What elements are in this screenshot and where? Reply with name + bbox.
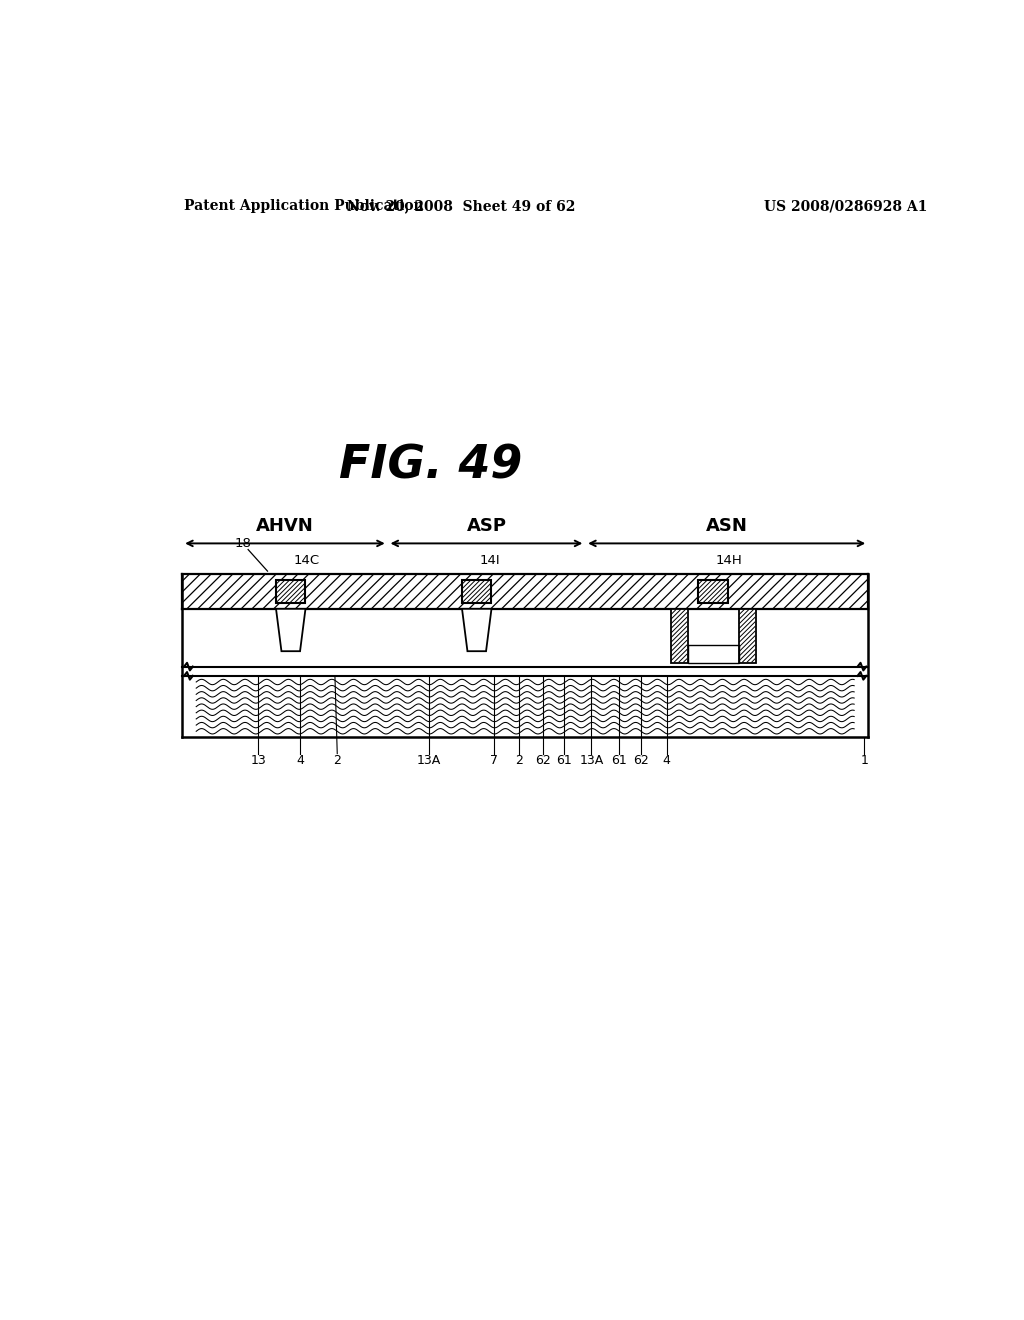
- Polygon shape: [462, 609, 492, 651]
- Text: Nov. 20, 2008  Sheet 49 of 62: Nov. 20, 2008 Sheet 49 of 62: [347, 199, 575, 213]
- Text: 18: 18: [234, 536, 251, 549]
- Text: 14I: 14I: [479, 553, 500, 566]
- Text: ASP: ASP: [467, 517, 507, 536]
- Bar: [671, 609, 687, 663]
- Text: 2: 2: [515, 755, 523, 767]
- Text: 62: 62: [633, 755, 649, 767]
- Text: Patent Application Publication: Patent Application Publication: [183, 199, 424, 213]
- Bar: [462, 579, 492, 603]
- Text: US 2008/0286928 A1: US 2008/0286928 A1: [764, 199, 927, 213]
- Bar: [182, 609, 868, 667]
- Bar: [738, 609, 756, 663]
- Text: 2: 2: [334, 755, 341, 767]
- Bar: [276, 579, 305, 603]
- Bar: [698, 579, 728, 603]
- Text: 13A: 13A: [417, 755, 440, 767]
- Text: 4: 4: [663, 755, 671, 767]
- Bar: [738, 609, 756, 663]
- Text: 62: 62: [535, 755, 551, 767]
- Bar: [182, 574, 868, 609]
- Text: FIG. 49: FIG. 49: [339, 444, 522, 488]
- Bar: [698, 579, 728, 603]
- Bar: [671, 609, 687, 663]
- Text: 13A: 13A: [580, 755, 603, 767]
- Text: 61: 61: [610, 755, 627, 767]
- Text: ASN: ASN: [706, 517, 748, 536]
- Bar: [276, 579, 305, 603]
- Text: AHVN: AHVN: [256, 517, 313, 536]
- Bar: [462, 579, 492, 603]
- Text: 4: 4: [296, 755, 304, 767]
- Polygon shape: [276, 609, 305, 651]
- Text: 1: 1: [860, 755, 868, 767]
- Text: 61: 61: [556, 755, 572, 767]
- Text: 14C: 14C: [293, 553, 319, 566]
- Text: 13: 13: [250, 755, 266, 767]
- Text: 7: 7: [489, 755, 498, 767]
- Bar: [687, 645, 738, 663]
- Text: 14H: 14H: [716, 553, 742, 566]
